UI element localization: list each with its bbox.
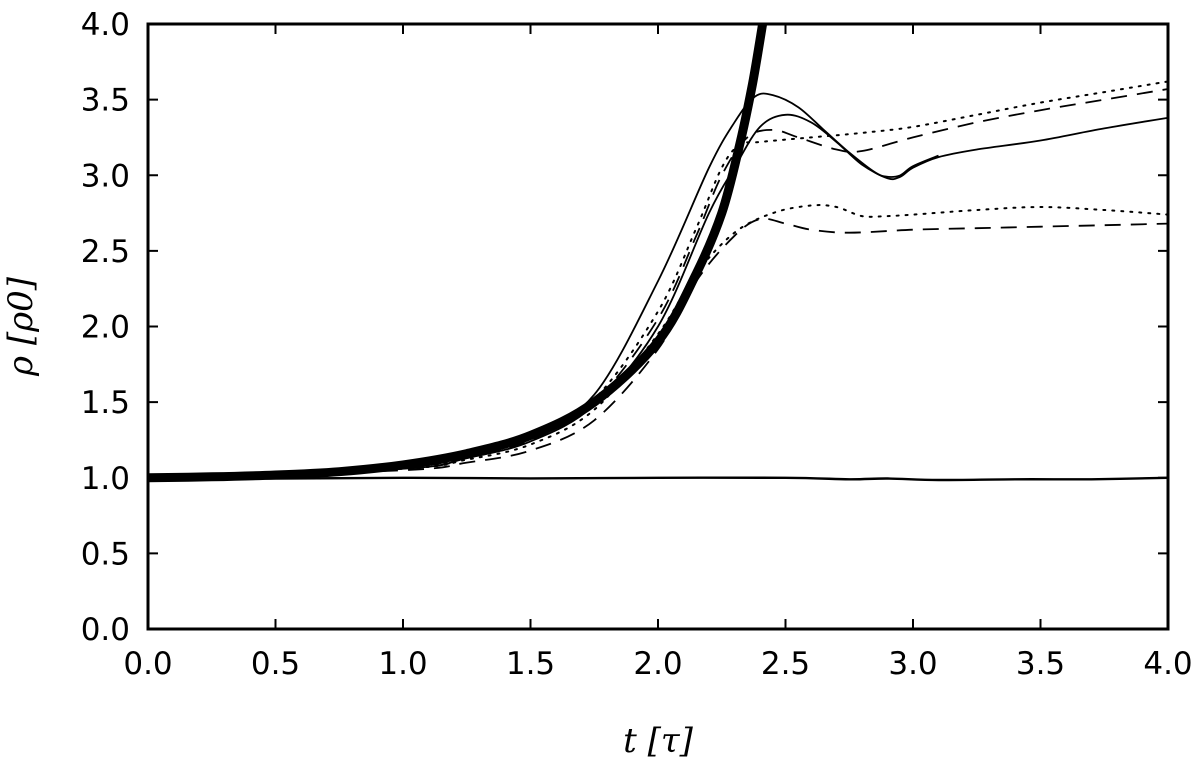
series-line-3-solid bbox=[148, 113, 1168, 479]
x-tick-label-8: 4.0 bbox=[1143, 646, 1192, 682]
series-line-5-dashed bbox=[148, 88, 1168, 479]
y-tick-label-0: 0.0 bbox=[81, 612, 130, 648]
series-line-7-dashed bbox=[148, 217, 1168, 479]
x-tick-label-6: 3.0 bbox=[888, 646, 937, 682]
x-axis-title: t [τ] bbox=[623, 721, 694, 761]
y-tick-label-2: 1.0 bbox=[81, 461, 130, 497]
x-tick-label-5: 2.5 bbox=[761, 646, 810, 682]
x-tick-label-4: 2.0 bbox=[633, 646, 682, 682]
y-tick-label-5: 2.5 bbox=[81, 234, 130, 270]
series-line-6-dotted bbox=[148, 204, 1168, 479]
series-line-1-thick bbox=[148, 24, 768, 483]
x-tick-label-0: 0.0 bbox=[123, 646, 172, 682]
series-line-4-dotted bbox=[148, 80, 1168, 479]
series-layer bbox=[148, 24, 1168, 483]
series-line-2-solid bbox=[148, 92, 939, 479]
y-tick-label-8: 4.0 bbox=[81, 7, 130, 43]
series-line-8-baseline bbox=[148, 476, 1168, 482]
y-tick-label-3: 1.5 bbox=[81, 385, 130, 421]
tick-label-layer: 0.0 0.5 1.0 1.5 2.0 2.5 3.0 3.5 4.0 0.0 0.5 1.0 1.5 2… bbox=[81, 7, 1193, 682]
y-tick-label-7: 3.5 bbox=[81, 83, 130, 119]
y-axis-title: ρ [ρ0] bbox=[1, 276, 41, 377]
y-tick-label-4: 2.0 bbox=[81, 310, 130, 346]
x-tick-label-2: 1.0 bbox=[378, 646, 427, 682]
x-tick-label-1: 0.5 bbox=[251, 646, 300, 682]
plot-area-frame bbox=[146, 22, 1170, 631]
x-tick-label-3: 1.5 bbox=[506, 646, 555, 682]
y-tick-label-1: 0.5 bbox=[81, 536, 130, 572]
y-tick-label-6: 3.0 bbox=[81, 158, 130, 194]
axis-titles: t [τ] ρ [ρ0] bbox=[1, 276, 694, 761]
x-tick-label-7: 3.5 bbox=[1016, 646, 1065, 682]
